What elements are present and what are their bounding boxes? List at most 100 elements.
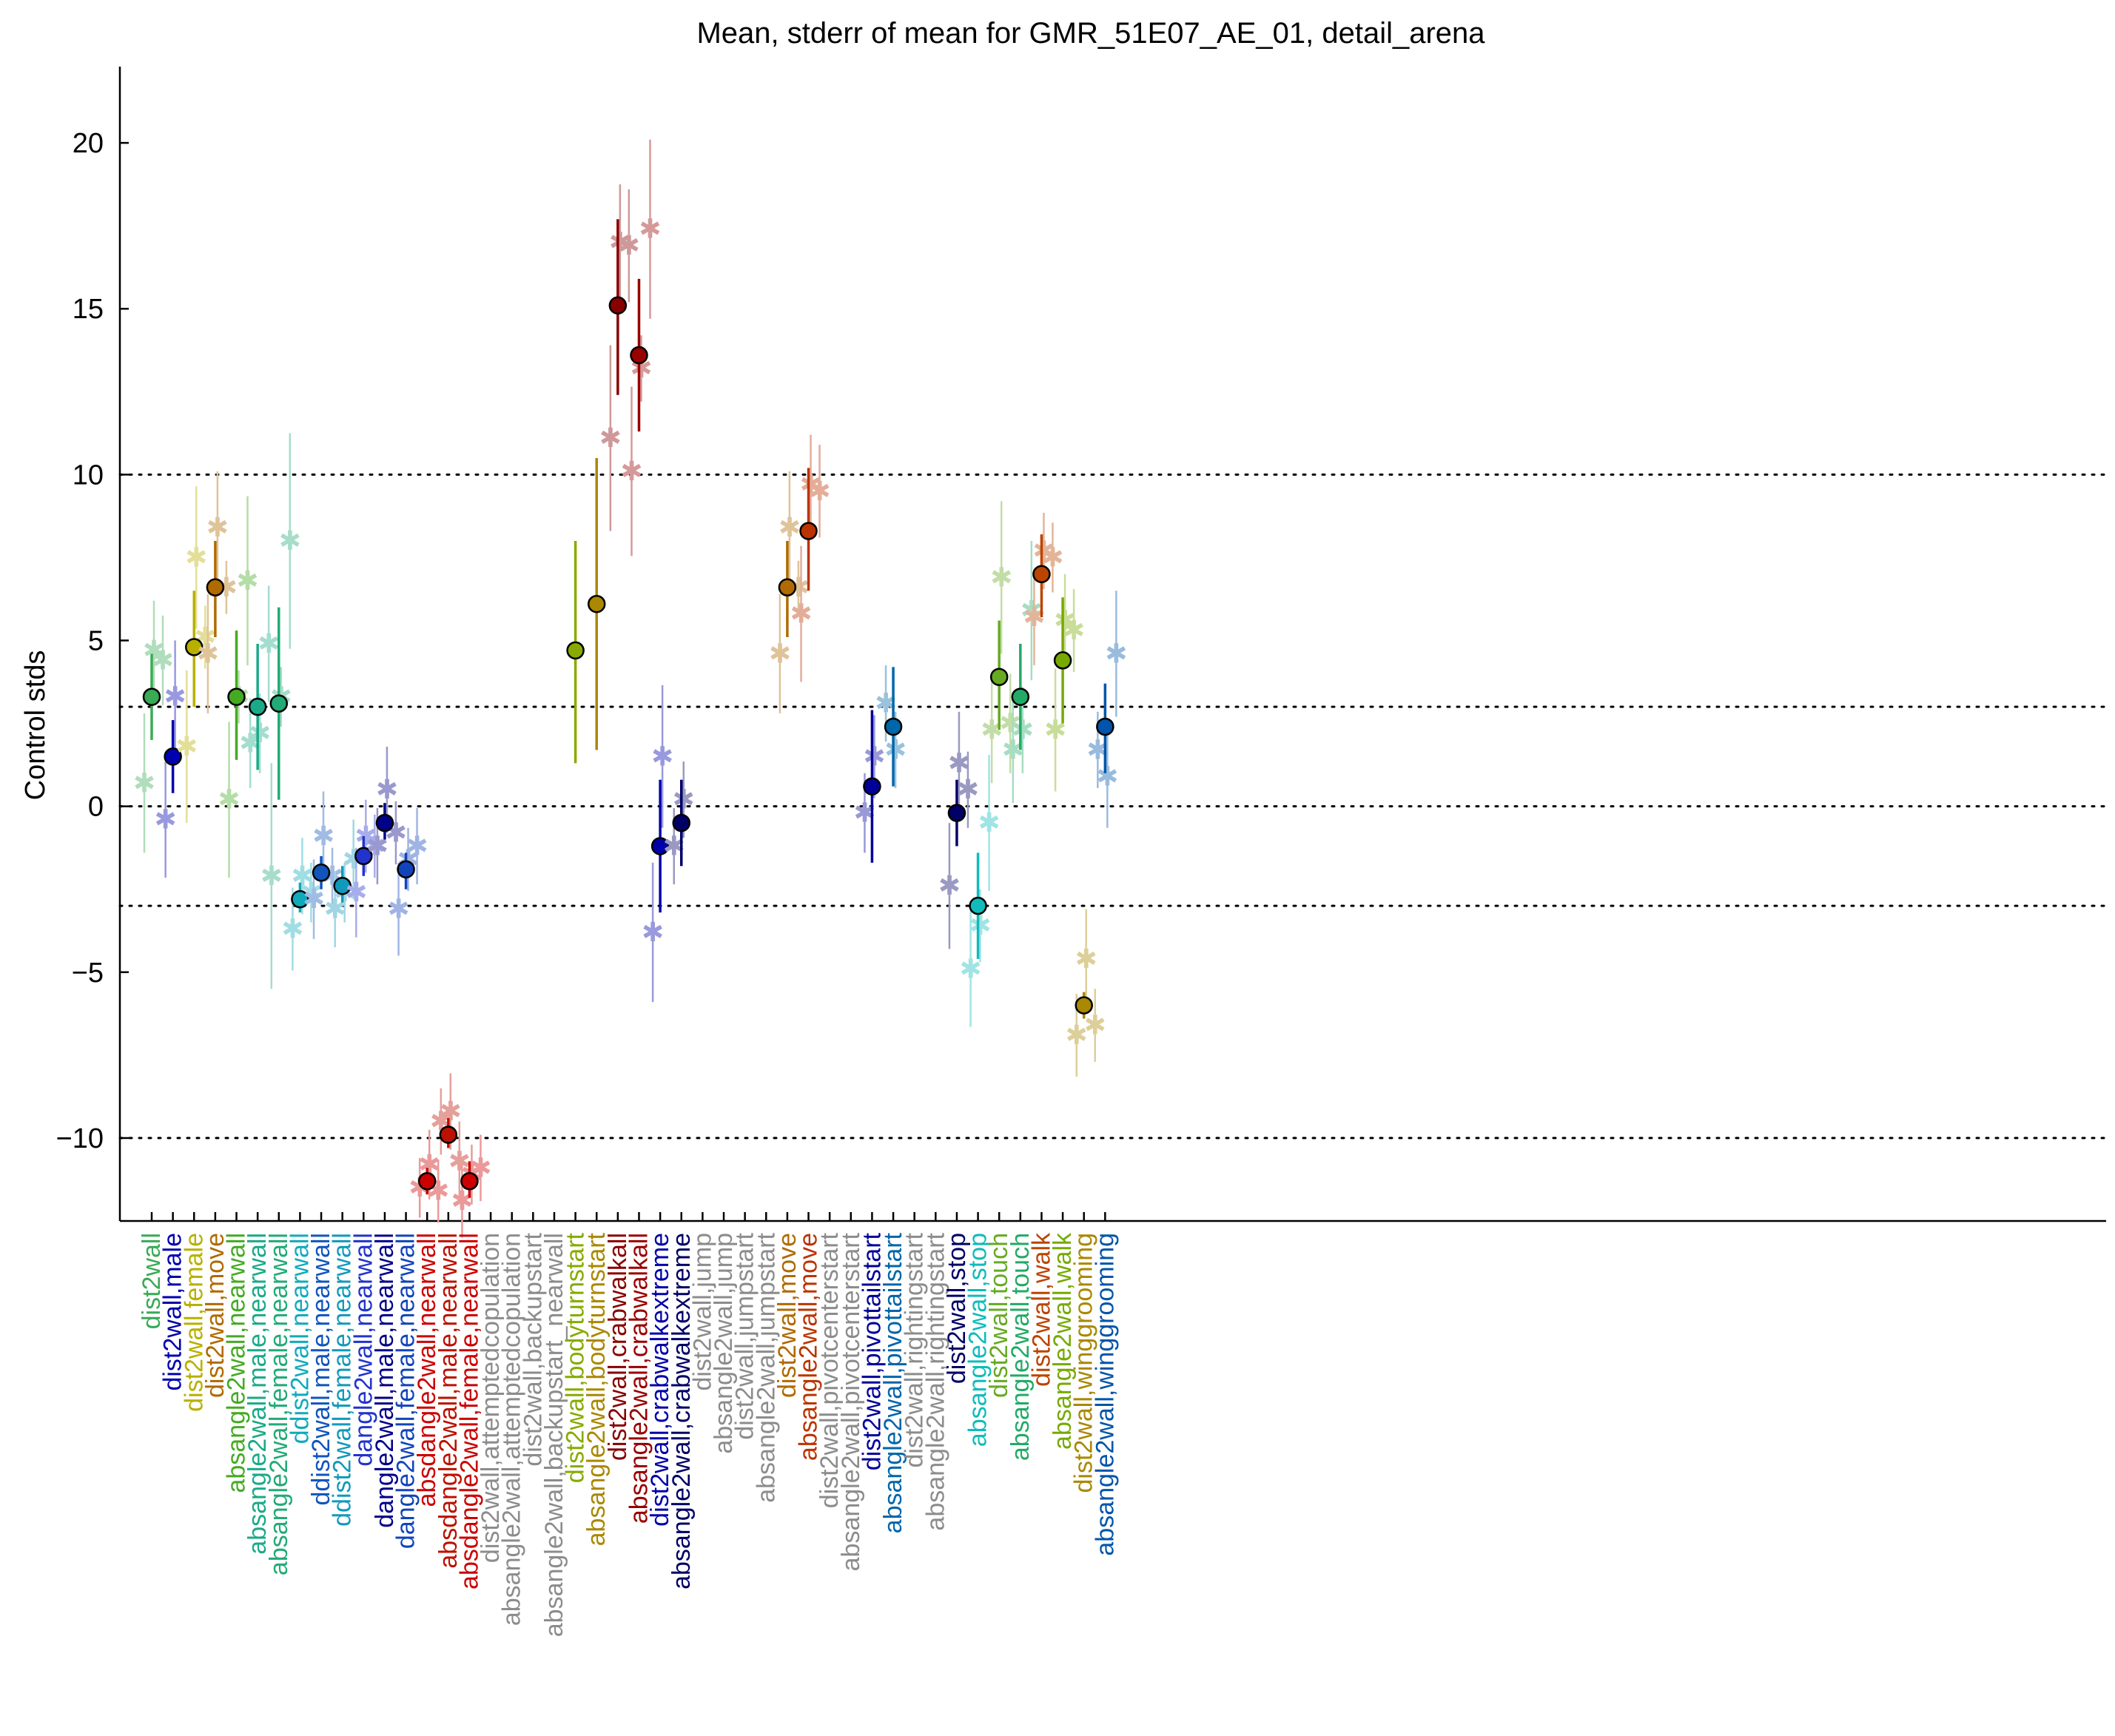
sub-group-star: ✱ — [651, 741, 673, 772]
sub-group-star: ✱ — [799, 470, 821, 500]
sub-group-star: ✱ — [599, 423, 622, 454]
x-tick-label: absdangle2wall,female,nearwall — [455, 1233, 483, 1589]
sub-group-star: ✱ — [642, 918, 664, 948]
mean-point — [650, 837, 670, 855]
mean-point — [397, 860, 415, 879]
x-tick-label: ddist2wall,male,nearwall — [307, 1233, 335, 1506]
sub-group-star: ✱ — [197, 639, 219, 669]
x-tick-label: dist2wall,walk — [1027, 1232, 1055, 1387]
sub-group-star: ✱ — [639, 215, 661, 245]
x-tick-label: ddist2wall,nearwall — [286, 1233, 314, 1444]
x-tick-label: absangle2wall,winggrooming — [1091, 1233, 1119, 1556]
x-tick-label: dist2wall,move — [201, 1233, 229, 1398]
mean-point — [439, 1126, 458, 1144]
sub-group-star: ✱ — [164, 682, 186, 713]
sub-group-star: ✱ — [618, 231, 640, 261]
sub-group-star: ✱ — [185, 542, 207, 573]
sub-group-star: ✱ — [260, 861, 283, 892]
sub-group-star: ✱ — [152, 645, 174, 676]
sub-group-star: ✱ — [1096, 761, 1118, 792]
x-tick-label: absangle2wall,pivottailstart — [879, 1232, 907, 1533]
x-tick-label: absangle2wall,touch — [1006, 1233, 1035, 1461]
mean-point — [630, 346, 648, 365]
y-tick-label: −5 — [72, 958, 104, 989]
sub-group-star: ✱ — [279, 526, 301, 556]
sub-group-star: ✱ — [206, 513, 229, 543]
sub-group-star: ✱ — [957, 775, 979, 805]
x-tick-label: dist2wall,pivotcenterstart — [816, 1232, 844, 1508]
x-tick-label: dist2wall,jump — [688, 1233, 716, 1391]
mean-point — [1096, 717, 1114, 736]
x-tick-label: dangle2wall,male,nearwall — [371, 1233, 399, 1528]
sub-group-star: ✱ — [175, 732, 198, 762]
sub-group-star: ✱ — [281, 915, 303, 945]
x-tick-label: dist2wall,crabwalkextreme — [646, 1233, 674, 1527]
sub-group-star: ✱ — [938, 871, 961, 901]
mean-point — [947, 804, 966, 822]
mean-point — [989, 667, 1009, 687]
x-tick-label: dist2wall,crabwalkall — [604, 1233, 632, 1461]
sub-group-star: ✱ — [779, 513, 801, 543]
sub-group-star: ✱ — [303, 884, 325, 915]
sub-group-star: ✱ — [959, 954, 981, 984]
mean-point — [1053, 651, 1072, 670]
x-tick-label: absangle2wall,jump — [710, 1233, 738, 1454]
x-tick-label: absangle2wall,attemptedcopulation — [498, 1233, 526, 1626]
mean-point — [142, 687, 161, 706]
sub-group-star: ✱ — [1066, 1020, 1088, 1051]
x-tick-label: dist2wall,pivottailstart — [858, 1232, 886, 1470]
x-tick-label: dist2wall,backupstart — [519, 1232, 547, 1466]
x-tick-label: dist2wall,winggrooming — [1070, 1233, 1098, 1493]
mean-point — [227, 687, 246, 706]
sub-group-star: ✱ — [249, 719, 271, 749]
x-tick-label: absangle2wall,pivotcenterstart — [837, 1232, 865, 1571]
mean-point — [799, 522, 818, 540]
mean-point — [587, 594, 606, 613]
x-tick-label: absangle2wall,backupstart_nearwall — [540, 1233, 568, 1637]
sub-group-star: ✱ — [376, 775, 398, 805]
x-tick-label: dist2wall,attemptedcopulation — [477, 1233, 505, 1563]
mean-point — [354, 847, 373, 866]
sub-group-star: ✱ — [1084, 1011, 1106, 1041]
sub-group-star: ✱ — [236, 566, 258, 596]
x-tick-label: absangle2wall,crabwalkextreme — [668, 1233, 696, 1589]
x-tick-label: dist2wall,jumpstart — [731, 1232, 759, 1439]
x-tick-label: absangle2wall,stop — [964, 1233, 992, 1447]
y-tick-label: 20 — [73, 128, 104, 159]
sub-group-star: ✱ — [155, 805, 177, 835]
x-tick-labels: dist2walldist2wall,maledist2wall,femaled… — [138, 1232, 1119, 1637]
sub-group-star: ✱ — [978, 808, 1000, 838]
x-tick-label: dist2wall,touch — [985, 1233, 1013, 1398]
sub-group-star: ✱ — [1020, 596, 1043, 626]
sub-group-star: ✱ — [863, 741, 885, 772]
sub-group-star: ✱ — [620, 457, 642, 487]
mean-point — [608, 296, 628, 315]
sub-group-star: ✱ — [1012, 716, 1034, 746]
y-tick-label: −10 — [56, 1123, 104, 1154]
sub-group-star: ✱ — [312, 821, 334, 852]
mean-point — [185, 638, 204, 656]
mean-point — [460, 1171, 479, 1191]
x-tick-label: dist2wall,male — [159, 1233, 187, 1391]
sub-group-star: ✱ — [1075, 944, 1097, 975]
sub-group-star: ✱ — [143, 636, 165, 666]
x-tick-label: absangle2wall,move — [795, 1233, 823, 1461]
sub-group-star: ✱ — [406, 831, 428, 861]
y-ticks: 20 15 10 5 0 −5 −10 — [56, 128, 129, 1154]
y-tick-label: 5 — [88, 626, 104, 657]
mean-point — [164, 747, 182, 766]
sub-group-star: ✱ — [969, 911, 991, 941]
x-tick-label: absangle2wall,female,nearwall — [265, 1233, 293, 1575]
mean-point — [778, 578, 797, 597]
sub-group-star: ✱ — [884, 735, 907, 765]
sub-group-star: ✱ — [218, 785, 240, 815]
mean-point — [206, 578, 225, 597]
sub-group-star: ✱ — [387, 895, 409, 925]
data-marks: ✱✱✱✱✱✱✱✱✱✱✱✱✱✱✱✱✱✱✱✱✱✱✱✱✱✱✱✱✱✱✱✱✱✱✱✱✱✱✱✱… — [133, 139, 1127, 1238]
sub-group-star: ✱ — [673, 785, 695, 815]
x-tick-label: dist2wall,stop — [943, 1233, 971, 1384]
sub-group-star: ✱ — [1054, 606, 1076, 636]
y-tick-label: 15 — [73, 294, 104, 325]
sub-group-star: ✱ — [808, 477, 830, 507]
